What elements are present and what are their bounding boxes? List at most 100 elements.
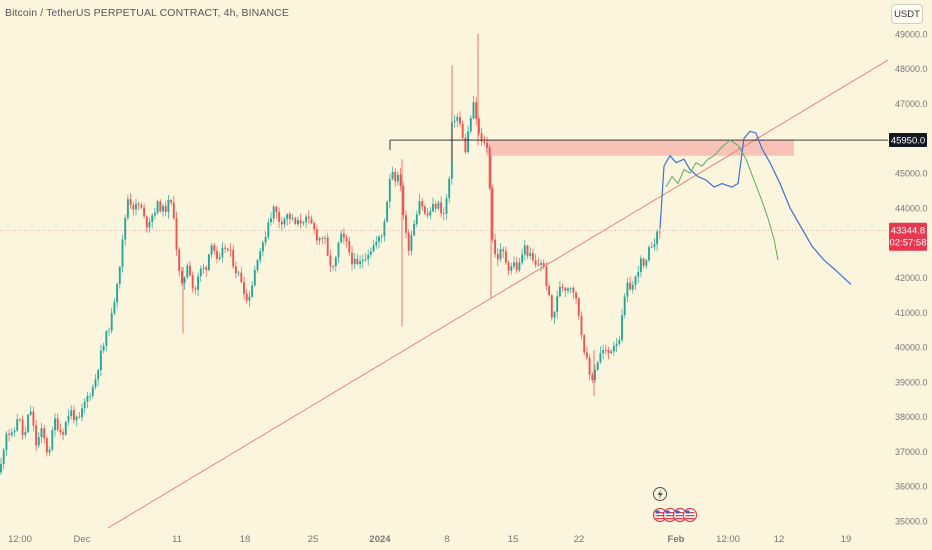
candle [610, 349, 613, 355]
lightning-icon[interactable] [653, 487, 667, 501]
candle-body [421, 201, 424, 207]
candle-body [329, 255, 332, 267]
candle-body [529, 253, 532, 256]
candle [261, 240, 264, 257]
candle [475, 97, 478, 126]
candle-body [429, 211, 432, 216]
candle [629, 276, 632, 291]
y-tick-label: 49000.0 [895, 29, 928, 39]
candle [359, 255, 362, 270]
candle [170, 199, 173, 206]
x-tick-label: 12 [774, 534, 785, 545]
candle-body [369, 251, 372, 255]
candle [526, 244, 529, 260]
candle [224, 244, 227, 254]
candle-body [156, 201, 159, 213]
candle [205, 265, 208, 277]
candle [388, 174, 391, 209]
us-flag-icon[interactable] [682, 507, 698, 523]
candle-body [561, 286, 564, 288]
candle [54, 413, 56, 437]
candle [410, 230, 413, 256]
candle-body [653, 244, 656, 247]
projection-path-blue[interactable] [659, 130, 852, 285]
candle [558, 280, 561, 298]
candle-body [102, 345, 105, 351]
candle [421, 197, 424, 211]
candle [145, 215, 148, 233]
candle [116, 282, 119, 309]
candle-body [167, 200, 170, 212]
candle [37, 432, 40, 449]
candle-body [108, 330, 110, 332]
candle-body [437, 202, 440, 209]
y-tick-label: 44000.0 [895, 203, 928, 213]
candle [172, 195, 175, 221]
candle-body [631, 285, 634, 290]
candle-body [275, 206, 278, 213]
candle-body [226, 248, 229, 250]
candle [591, 372, 594, 384]
candle-body [253, 270, 256, 286]
candle-body [170, 200, 173, 203]
candle [151, 213, 154, 229]
x-tick-label: Dec [74, 534, 91, 545]
flag-canton [675, 510, 680, 514]
candle [356, 254, 359, 266]
candle [405, 210, 407, 239]
candle-body [29, 411, 32, 415]
candle-body [283, 219, 286, 225]
candle-body [356, 258, 359, 265]
candle [553, 310, 556, 324]
candle-body [469, 118, 472, 132]
candle-body [353, 258, 356, 265]
candle-body [345, 237, 348, 242]
candle [248, 291, 251, 308]
candle [615, 338, 618, 353]
candle-body [89, 395, 92, 397]
candle-body [567, 288, 569, 291]
candle-body [596, 362, 599, 370]
candle-body [159, 201, 162, 212]
flag-stripe [655, 518, 665, 520]
candle-body [45, 438, 48, 453]
candle [183, 276, 186, 290]
candle-body [94, 379, 97, 388]
candle-body [645, 260, 648, 266]
candle-body [629, 282, 632, 290]
candle [286, 213, 289, 226]
candle [243, 276, 245, 300]
currency-button[interactable]: USDT [891, 4, 923, 24]
candle [653, 238, 656, 251]
candle [523, 239, 526, 261]
candle-body [591, 374, 594, 381]
candle-body [97, 370, 100, 380]
candle-body [494, 239, 497, 255]
candle-body [453, 120, 456, 123]
candle [658, 229, 661, 239]
projection-path-green[interactable] [665, 139, 779, 261]
candle-body [486, 143, 488, 148]
candle [437, 200, 440, 211]
candle [496, 248, 499, 267]
candle-body [399, 174, 402, 187]
candle-body [602, 349, 605, 354]
candle-body [135, 203, 137, 210]
candle-body [359, 261, 362, 265]
candle-body [537, 264, 540, 266]
candle-body [499, 249, 502, 260]
candle-body [272, 206, 275, 219]
flag-canton [665, 510, 670, 514]
rising-trendline[interactable] [107, 59, 889, 529]
candle [264, 231, 267, 247]
us-flag-icon[interactable] [672, 507, 688, 523]
candle [507, 260, 510, 276]
candle-body [396, 174, 399, 182]
candle [386, 200, 389, 223]
candle [348, 236, 351, 257]
candle [191, 271, 194, 293]
candle [59, 423, 62, 435]
candle [202, 263, 205, 274]
flag-stripe [685, 515, 695, 517]
